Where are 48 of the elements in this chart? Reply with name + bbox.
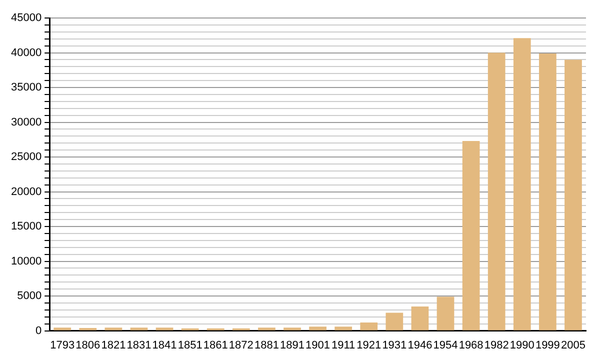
bar bbox=[104, 328, 122, 330]
bar bbox=[436, 296, 454, 330]
bar bbox=[360, 322, 378, 330]
bar bbox=[462, 141, 480, 330]
x-tick-label: 1881 bbox=[254, 339, 279, 352]
y-tick-label: 10000 bbox=[10, 255, 42, 268]
x-tick-label: 2005 bbox=[560, 339, 586, 352]
bar bbox=[564, 60, 582, 330]
y-tick-label: 0 bbox=[35, 324, 42, 337]
x-tick-label: 1806 bbox=[76, 339, 100, 352]
y-tick-label: 15000 bbox=[10, 220, 42, 233]
y-tick-label: 40000 bbox=[10, 46, 42, 59]
x-tick-label: 1891 bbox=[280, 339, 304, 352]
bar bbox=[130, 328, 148, 330]
x-tick-label: 1821 bbox=[101, 339, 126, 352]
x-tick-label: 1911 bbox=[332, 339, 356, 352]
bar bbox=[334, 326, 352, 330]
x-tick-label: 1793 bbox=[50, 339, 75, 352]
bar bbox=[258, 328, 276, 330]
x-tick-label: 1931 bbox=[382, 339, 407, 352]
bar bbox=[386, 312, 404, 330]
x-tick-label: 1872 bbox=[228, 339, 254, 352]
bar bbox=[411, 306, 429, 330]
bar bbox=[309, 326, 326, 330]
x-tick-label: 1901 bbox=[306, 339, 330, 352]
y-tick-label: 25000 bbox=[10, 151, 42, 164]
x-tick-label: 1946 bbox=[408, 339, 432, 352]
x-tick-label: 1982 bbox=[484, 339, 509, 352]
x-tick-label: 1841 bbox=[152, 339, 177, 352]
y-tick-label: 35000 bbox=[10, 82, 42, 94]
x-tick-label: 1921 bbox=[356, 339, 382, 352]
y-tick-label: 30000 bbox=[10, 116, 42, 128]
bar bbox=[156, 328, 174, 330]
x-tick-label: 1831 bbox=[126, 339, 152, 352]
bar bbox=[539, 53, 556, 330]
x-tick-label: 1954 bbox=[433, 339, 458, 352]
y-tick-label: 5000 bbox=[17, 290, 42, 302]
bar bbox=[284, 328, 301, 330]
x-tick-label: 1968 bbox=[458, 339, 484, 352]
x-tick-label: 1861 bbox=[203, 339, 228, 352]
y-tick-label: 45000 bbox=[10, 12, 42, 24]
bar bbox=[488, 52, 506, 330]
y-tick-label: 20000 bbox=[10, 186, 42, 198]
x-tick-label: 1990 bbox=[510, 339, 534, 352]
x-tick-label: 1999 bbox=[535, 339, 560, 352]
bar bbox=[513, 38, 531, 330]
bar bbox=[54, 328, 72, 330]
x-tick-label: 1851 bbox=[178, 339, 202, 352]
